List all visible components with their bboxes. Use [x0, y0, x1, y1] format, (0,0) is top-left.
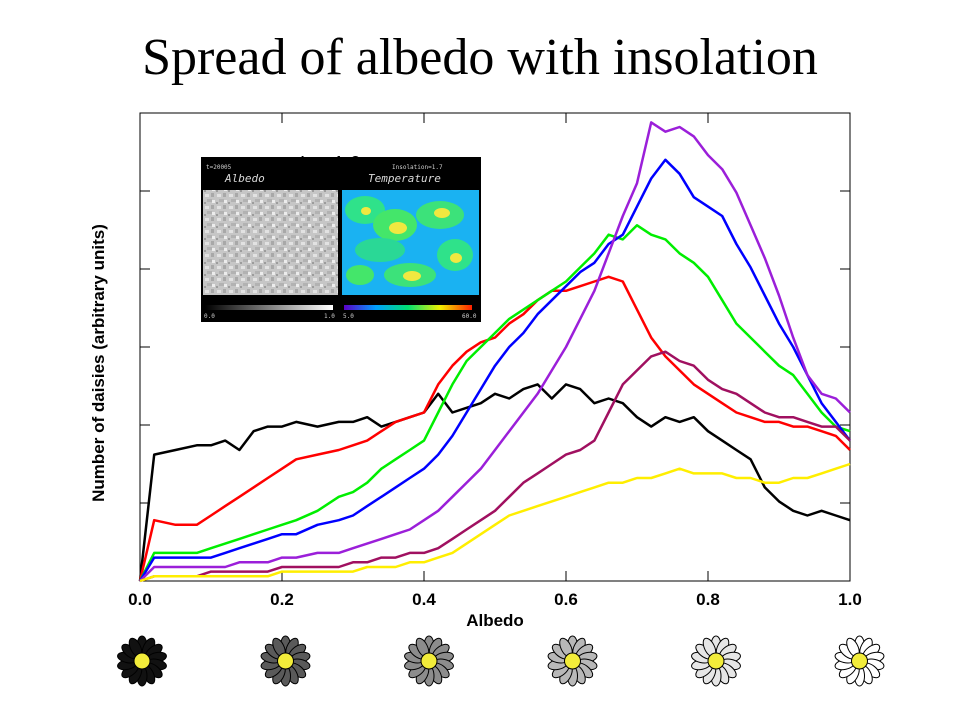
temperature-scale-max: 60.0 — [462, 313, 477, 320]
series-line-5 — [139, 121, 851, 582]
temperature-scale-min: 5.0 — [343, 313, 354, 320]
x-ticks: 0.0 0.2 0.4 0.6 0.8 1.0 — [128, 113, 862, 609]
daisy-icon — [547, 635, 598, 687]
daisy-row — [117, 635, 885, 687]
daisy-center — [277, 652, 294, 670]
x-tick-label: 1.0 — [838, 590, 862, 609]
x-tick-label: 0.0 — [128, 590, 152, 609]
daisy-center — [707, 652, 725, 670]
x-tick-label: 0.2 — [270, 590, 294, 609]
y-axis-label: Number of daisies (arbitrary units) — [89, 224, 108, 502]
daisy-icon — [404, 635, 454, 687]
x-axis-label: Albedo — [466, 611, 524, 630]
daisy-icon — [834, 635, 885, 687]
series-line-6 — [139, 350, 851, 583]
slide-title: Spread of albedo with insolation — [142, 29, 818, 86]
daisy-center — [420, 652, 438, 670]
temperature-blobs — [345, 196, 473, 287]
inset-image: L = 1.0 — [201, 153, 481, 322]
daisy-icon — [691, 635, 741, 687]
x-tick-label: 0.8 — [696, 590, 720, 609]
series-line-2 — [138, 275, 851, 582]
inset-insolation-label: Insolation=1.7 — [392, 164, 443, 171]
x-tick-label: 0.6 — [554, 590, 578, 609]
inset-time-label: t=20005 — [206, 164, 232, 171]
series-line-3 — [138, 224, 851, 582]
inset-temperature-title: Temperature — [368, 172, 441, 185]
daisy-center — [851, 652, 868, 670]
daisy-icon — [260, 635, 311, 687]
albedo-scale-max: 1.0 — [324, 313, 335, 320]
inset-albedo-title: Albedo — [224, 172, 265, 185]
series-line-4 — [138, 158, 851, 582]
albedo-map — [203, 190, 338, 295]
albedo-scale-min: 0.0 — [204, 313, 215, 320]
series-lines — [138, 121, 851, 583]
x-tick-label: 0.4 — [412, 590, 436, 609]
albedo-scale-bar — [205, 305, 333, 310]
daisy-center — [564, 652, 581, 670]
daisy-icon — [117, 635, 167, 687]
temperature-scale-bar — [344, 305, 472, 310]
series-line-1 — [138, 383, 851, 582]
daisy-center — [133, 652, 151, 670]
series-line-7 — [139, 462, 851, 583]
